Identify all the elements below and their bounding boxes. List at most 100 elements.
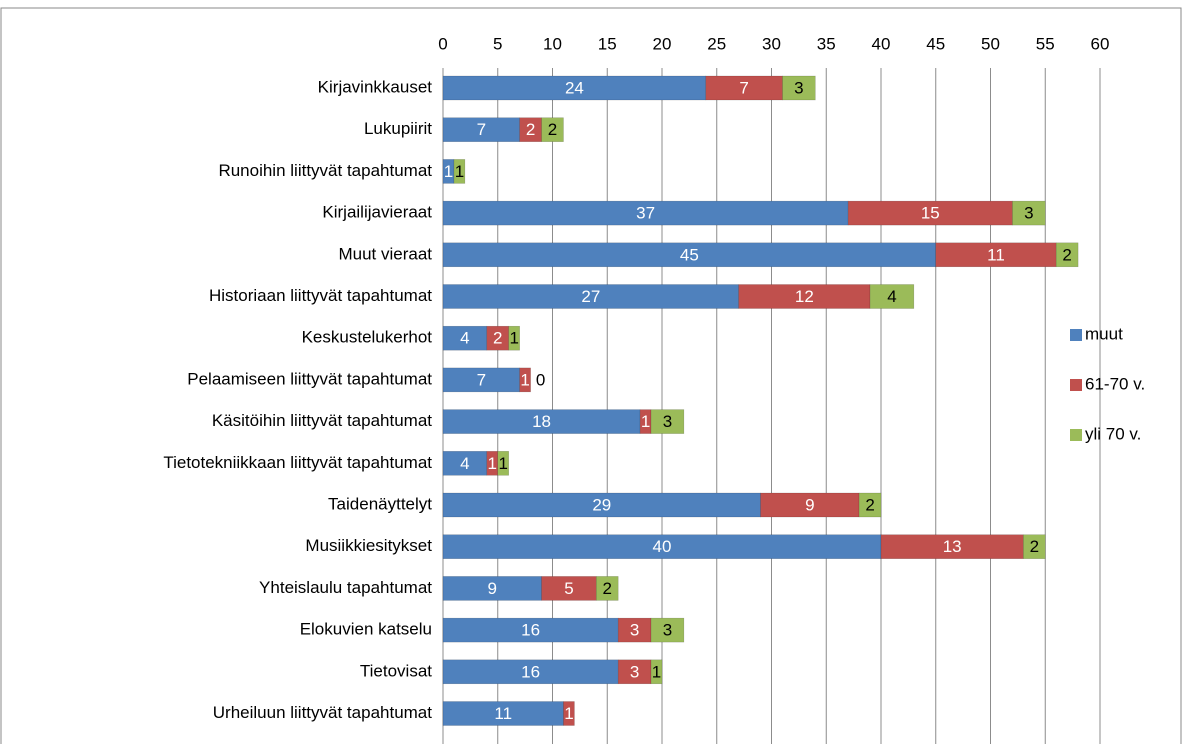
y-tick-label: Musiikkiesitykset bbox=[305, 536, 432, 555]
bar-segment bbox=[453, 159, 466, 184]
data-label: 2 bbox=[1030, 537, 1039, 556]
data-label: 13 bbox=[943, 537, 962, 556]
bar-segment bbox=[782, 75, 816, 101]
x-tick-label: 20 bbox=[653, 34, 672, 53]
data-label: 1 bbox=[652, 662, 661, 681]
bar-segment bbox=[650, 659, 663, 685]
data-label: 27 bbox=[581, 287, 600, 306]
bar-segment bbox=[935, 242, 1057, 268]
data-label: 1 bbox=[498, 454, 507, 473]
x-tick-label: 25 bbox=[707, 34, 726, 53]
data-label: 18 bbox=[532, 412, 551, 431]
y-tick-label: Tietotekniikkaan liittyvät tapahtumat bbox=[163, 453, 432, 472]
data-label: 7 bbox=[739, 78, 748, 97]
data-label: 2 bbox=[1062, 245, 1071, 264]
data-label: 3 bbox=[1024, 204, 1033, 223]
data-label: 4 bbox=[460, 329, 469, 348]
y-tick-label: Runoihin liittyvät tapahtumat bbox=[218, 161, 432, 180]
y-tick-label: Pelaamiseen liittyvät tapahtumat bbox=[187, 369, 432, 388]
data-label: 45 bbox=[680, 245, 699, 264]
y-tick-label: Yhteislaulu tapahtumat bbox=[259, 578, 432, 597]
bar-segment bbox=[858, 492, 882, 518]
x-tick-label: 35 bbox=[817, 34, 836, 53]
data-label: 3 bbox=[663, 412, 672, 431]
y-tick-label: Muut vieraat bbox=[338, 244, 432, 263]
data-label: 1 bbox=[444, 162, 453, 181]
x-tick-label: 60 bbox=[1091, 34, 1110, 53]
bar-segment bbox=[1012, 200, 1046, 226]
data-label: 11 bbox=[494, 704, 512, 723]
data-label: 1 bbox=[509, 329, 518, 348]
bar-segment bbox=[541, 117, 564, 142]
bar-segment bbox=[650, 617, 685, 643]
legend-swatch bbox=[1070, 329, 1082, 341]
data-label: 12 bbox=[795, 287, 814, 306]
data-label: 2 bbox=[526, 120, 535, 139]
bar-segment bbox=[442, 75, 707, 101]
data-label: 1 bbox=[520, 370, 529, 389]
bar-segment bbox=[869, 284, 915, 309]
y-tick-label: Elokuvien katselu bbox=[300, 620, 432, 639]
bar-segment bbox=[442, 242, 936, 268]
y-tick-label: Keskustelukerhot bbox=[302, 328, 433, 347]
bar-segment bbox=[486, 325, 509, 351]
data-label: 1 bbox=[488, 454, 497, 473]
bar-segment bbox=[442, 617, 619, 643]
data-label: 40 bbox=[653, 537, 672, 556]
data-label: 7 bbox=[477, 120, 486, 139]
data-label: 0 bbox=[536, 370, 545, 389]
bar-segment bbox=[442, 325, 488, 351]
bar-segment bbox=[508, 325, 520, 351]
data-label: 4 bbox=[460, 454, 469, 473]
bar-segment bbox=[705, 75, 783, 101]
bar-segment bbox=[442, 367, 520, 393]
data-label: 16 bbox=[521, 621, 540, 640]
x-tick-label: 15 bbox=[598, 34, 617, 53]
legend-swatch bbox=[1070, 379, 1082, 391]
legend-swatch bbox=[1070, 429, 1082, 441]
data-label: 3 bbox=[794, 78, 803, 97]
y-tick-label: Tietovisat bbox=[360, 661, 432, 680]
x-tick-label: 40 bbox=[872, 34, 891, 53]
bar-segment bbox=[541, 576, 597, 601]
legend-label: muut bbox=[1085, 324, 1123, 343]
y-tick-label: Historiaan liittyvät tapahtumat bbox=[209, 286, 432, 305]
bar-segment bbox=[442, 534, 882, 559]
data-label: 3 bbox=[663, 621, 672, 640]
legend-label: yli 70 v. bbox=[1085, 424, 1141, 443]
data-label: 29 bbox=[592, 495, 611, 514]
data-label: 1 bbox=[455, 162, 464, 181]
x-tick-label: 45 bbox=[926, 34, 945, 53]
data-label: 11 bbox=[987, 245, 1005, 264]
x-tick-label: 0 bbox=[438, 34, 447, 53]
data-label: 3 bbox=[630, 621, 639, 640]
x-tick-label: 30 bbox=[762, 34, 781, 53]
data-label: 9 bbox=[488, 579, 497, 598]
data-label: 2 bbox=[548, 120, 557, 139]
bar-segment bbox=[442, 701, 564, 726]
data-label: 1 bbox=[641, 412, 650, 431]
data-label: 2 bbox=[603, 579, 612, 598]
data-label: 4 bbox=[887, 287, 896, 306]
bar-segment bbox=[442, 117, 520, 142]
bar-segment bbox=[442, 451, 488, 476]
bar-segment bbox=[596, 576, 619, 601]
data-label: 5 bbox=[564, 579, 573, 598]
bar-segment bbox=[442, 576, 542, 601]
bar-segment bbox=[442, 659, 619, 685]
x-tick-label: 5 bbox=[493, 34, 502, 53]
y-tick-label: Kirjailijavieraat bbox=[322, 203, 432, 222]
y-tick-label: Urheiluun liittyvät tapahtumat bbox=[213, 703, 433, 722]
bar-segment bbox=[760, 492, 860, 518]
data-label: 3 bbox=[630, 662, 639, 681]
y-tick-label: Käsitöihin liittyvät tapahtumat bbox=[212, 411, 432, 430]
data-label: 9 bbox=[805, 495, 814, 514]
bar-segment bbox=[1055, 242, 1079, 268]
bar-segment bbox=[617, 659, 652, 685]
y-tick-label: Lukupiirit bbox=[364, 119, 432, 138]
data-label: 2 bbox=[865, 495, 874, 514]
data-label: 2 bbox=[493, 329, 502, 348]
bar-segment bbox=[442, 200, 849, 226]
y-tick-label: Taidenäyttelyt bbox=[328, 494, 432, 513]
